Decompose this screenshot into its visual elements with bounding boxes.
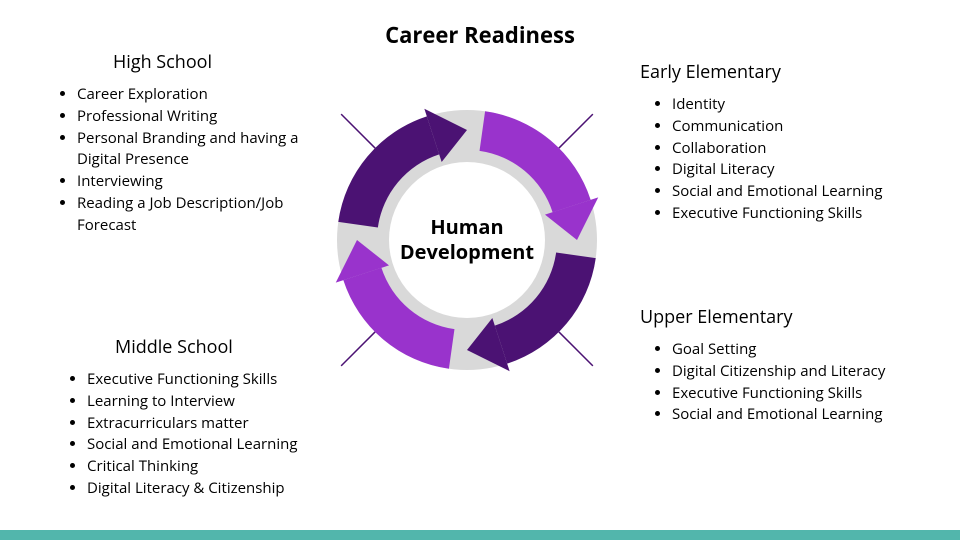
list-item: Digital Literacy & Citizenship [87,478,355,500]
center-label: HumanDevelopment [387,214,547,264]
list-item: Interviewing [77,171,315,193]
list-item: Executive Functioning Skills [87,369,355,391]
section-heading: High School [45,50,315,74]
list-item: Collaboration [672,138,940,160]
section-list: Goal SettingDigital Citizenship and Lite… [640,339,950,426]
list-item: Career Exploration [77,84,315,106]
section-list: Career ExplorationProfessional WritingPe… [45,84,315,236]
section-middle-school: Middle School Executive Functioning Skil… [55,335,355,500]
list-item: Personal Branding and having a Digital P… [77,128,315,172]
list-item: Digital Citizenship and Literacy [672,361,950,383]
list-item: Goal Setting [672,339,950,361]
section-high-school: High School Career ExplorationProfession… [45,50,315,236]
list-item: Learning to Interview [87,391,355,413]
section-heading: Early Elementary [640,60,940,84]
list-item: Executive Functioning Skills [672,203,940,225]
list-item: Communication [672,116,940,138]
section-heading: Upper Elementary [640,305,950,329]
list-item: Social and Emotional Learning [87,434,355,456]
list-item: Executive Functioning Skills [672,383,950,405]
section-early-elementary: Early Elementary IdentityCommunicationCo… [640,60,940,225]
list-item: Identity [672,94,940,116]
section-heading: Middle School [55,335,355,359]
section-upper-elementary: Upper Elementary Goal SettingDigital Cit… [640,305,950,426]
footer-accent-bar [0,530,960,540]
list-item: Social and Emotional Learning [672,404,950,426]
list-item: Professional Writing [77,106,315,128]
list-item: Critical Thinking [87,456,355,478]
list-item: Extracurriculars matter [87,413,355,435]
list-item: Reading a Job Description/Job Forecast [77,193,315,237]
section-list: Executive Functioning SkillsLearning to … [55,369,355,500]
list-item: Digital Literacy [672,159,940,181]
section-list: IdentityCommunicationCollaborationDigita… [640,94,940,225]
list-item: Social and Emotional Learning [672,181,940,203]
